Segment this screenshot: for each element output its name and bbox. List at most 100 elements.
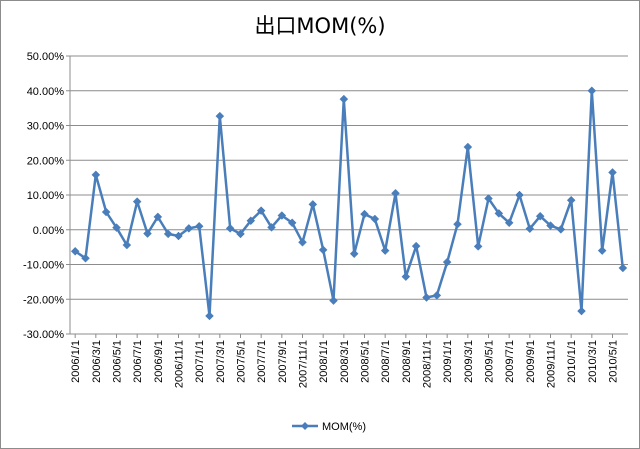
x-tick-label: 2008/3/1 xyxy=(339,340,351,383)
y-tick-label: 10.00% xyxy=(27,190,65,202)
data-point xyxy=(608,168,617,177)
x-tick-labels: 2006/1/1 2006/3/1 2006/5/1 2006/7/1 2006/9/1… xyxy=(70,334,620,388)
x-tick-label: 2009/1/1 xyxy=(442,340,454,383)
x-tick-label: 2009/7/1 xyxy=(504,340,516,383)
data-point xyxy=(546,221,555,230)
data-point xyxy=(463,142,473,152)
x-tick-label: 2009/5/1 xyxy=(484,340,496,383)
legend-diamond-icon xyxy=(301,422,309,430)
chart-title: 出口MOM(%) xyxy=(254,14,386,38)
data-point xyxy=(535,211,545,221)
y-tick-label: 40.00% xyxy=(27,86,65,98)
legend-label: MOM(%) xyxy=(322,421,366,433)
data-point xyxy=(453,219,462,229)
x-tick-label: 2009/9/1 xyxy=(525,340,537,383)
data-point xyxy=(122,240,132,250)
data-point xyxy=(256,206,266,215)
data-point xyxy=(370,214,380,224)
x-tick-label: 2007/9/1 xyxy=(277,340,289,383)
x-tick-label: 2008/7/1 xyxy=(380,340,392,383)
x-tick-label: 2006/5/1 xyxy=(112,340,124,383)
data-point xyxy=(504,218,514,228)
y-tick-label: 50.00% xyxy=(27,51,65,63)
legend: MOM(%) xyxy=(292,421,366,433)
data-point xyxy=(81,253,90,263)
data-point xyxy=(225,224,235,233)
x-tick-label: 2007/1/1 xyxy=(194,340,206,383)
data-point xyxy=(298,237,307,247)
axes xyxy=(69,56,628,335)
data-point xyxy=(236,229,245,239)
data-point xyxy=(432,291,442,300)
data-point xyxy=(101,207,111,217)
data-point xyxy=(494,209,504,218)
x-tick-label: 2007/3/1 xyxy=(215,340,227,383)
data-point xyxy=(184,224,194,233)
y-tick-labels: -30.00% -20.00% -10.00% 0.00% 10.00% 20.00% 30… xyxy=(23,51,64,341)
data-point xyxy=(515,190,524,200)
data-point xyxy=(143,229,152,238)
x-tick-label: 2006/1/1 xyxy=(70,340,82,383)
data-point xyxy=(442,257,452,267)
y-tick-label: -20.00% xyxy=(23,294,64,306)
data-point xyxy=(525,224,535,234)
data-point xyxy=(277,211,287,220)
data-point xyxy=(339,94,349,104)
x-tick-label: 2009/11/1 xyxy=(546,340,558,388)
data-point xyxy=(132,197,142,206)
x-tick-label: 2007/7/1 xyxy=(256,340,268,383)
data-point xyxy=(153,212,163,222)
gridlines xyxy=(66,55,628,335)
x-tick-label: 2008/11/1 xyxy=(422,340,434,388)
data-point xyxy=(174,231,183,241)
x-tick-label: 2010/1/1 xyxy=(566,340,578,383)
data-point xyxy=(391,188,400,198)
data-point xyxy=(473,242,483,251)
data-point xyxy=(194,221,204,231)
x-tick-label: 2006/11/1 xyxy=(174,340,186,388)
data-point xyxy=(287,218,297,228)
data-point xyxy=(618,263,628,273)
data-point xyxy=(587,86,597,96)
x-tick-label: 2008/9/1 xyxy=(401,340,413,383)
data-point xyxy=(360,209,369,219)
data-point xyxy=(329,296,338,305)
x-tick-label: 2007/5/1 xyxy=(236,340,248,383)
data-point xyxy=(422,293,431,302)
data-point xyxy=(308,200,318,209)
data-point xyxy=(411,241,421,251)
data-point xyxy=(401,272,411,282)
x-tick-label: 2007/11/1 xyxy=(298,340,310,388)
series-mom xyxy=(70,86,628,321)
data-point xyxy=(349,249,359,259)
series-line xyxy=(74,89,625,318)
data-point xyxy=(566,195,576,205)
x-tick-label: 2008/5/1 xyxy=(360,340,372,383)
y-tick-label: -30.00% xyxy=(23,329,64,341)
data-point xyxy=(205,311,214,321)
data-point xyxy=(215,111,225,121)
data-point xyxy=(556,225,566,234)
data-point xyxy=(91,170,101,180)
data-point xyxy=(318,245,328,255)
data-point xyxy=(484,194,493,203)
y-tick-label: 20.00% xyxy=(27,155,65,167)
data-point xyxy=(246,216,256,226)
data-point xyxy=(577,306,586,316)
data-point xyxy=(267,222,276,232)
x-tick-label: 2009/3/1 xyxy=(463,340,475,383)
y-tick-label: -10.00% xyxy=(23,260,64,272)
y-tick-label: 30.00% xyxy=(27,121,65,133)
data-point xyxy=(112,223,121,233)
x-tick-label: 2010/3/1 xyxy=(587,340,599,383)
x-tick-label: 2006/3/1 xyxy=(91,340,103,383)
x-tick-label: 2008/1/1 xyxy=(318,340,330,383)
x-tick-label: 2006/9/1 xyxy=(153,340,165,383)
data-point xyxy=(380,246,390,255)
data-point xyxy=(597,246,607,255)
y-tick-label: 0.00% xyxy=(33,225,64,237)
x-tick-label: 2010/5/1 xyxy=(608,340,620,383)
data-point xyxy=(163,229,173,239)
data-point xyxy=(70,246,80,256)
